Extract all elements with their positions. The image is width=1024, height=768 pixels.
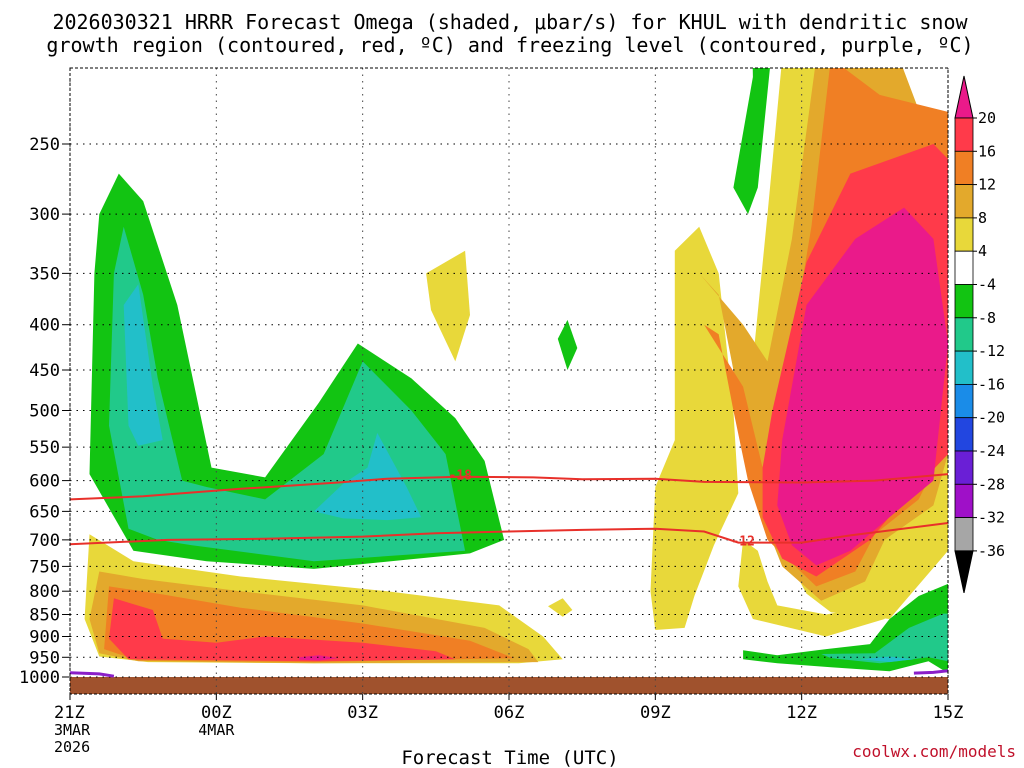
- y-tick-label-600: 600: [29, 472, 60, 492]
- credit-text: coolwx.com/models: [852, 742, 1016, 761]
- omega-region-7: [123, 284, 163, 446]
- omega-shaded-regions: [84, 68, 948, 674]
- x-tick-year-21Z: 2026: [54, 738, 90, 756]
- x-tick-label-06Z: 06Z: [494, 703, 525, 723]
- omega-region-18: [777, 207, 948, 566]
- colorbar-swatch-1: [954, 150, 974, 186]
- y-tick-label-750: 750: [29, 557, 60, 577]
- y-tick-label-250: 250: [29, 135, 60, 155]
- omega-region-22: [860, 656, 914, 663]
- y-tick-label-950: 950: [29, 648, 60, 668]
- colorbar-swatch-5: [954, 284, 974, 319]
- x-tick-date-21Z: 3MAR: [54, 721, 91, 739]
- omega-region-21: [821, 613, 948, 664]
- x-tick-label-03Z: 03Z: [347, 703, 378, 723]
- omega-region-19: [733, 68, 770, 215]
- colorbar-swatch-6: [954, 317, 974, 352]
- contour-lines: -18 -12: [70, 468, 948, 678]
- colorbar-label-11: -28: [978, 475, 1005, 493]
- colorbar-label-6: -8: [978, 309, 996, 327]
- colorbar-label-4: 4: [978, 242, 987, 260]
- colorbar-label-9: -20: [978, 409, 1005, 427]
- colorbar-swatch-3: [954, 217, 974, 252]
- y-tick-label-700: 700: [29, 531, 60, 551]
- colorbar-label-10: -24: [978, 442, 1005, 460]
- colorbar-label-13: -36: [978, 542, 1005, 560]
- x-tick-label-09Z: 09Z: [640, 703, 671, 723]
- colorbar-swatch-7: [954, 350, 974, 385]
- colorbar-label-2: 12: [978, 176, 996, 194]
- omega-region-9: [426, 250, 470, 362]
- colorbar-swatch-10: [954, 450, 974, 485]
- colorbar-swatch-8: [954, 383, 974, 419]
- y-tick-label-850: 850: [29, 606, 60, 626]
- y-axis-ticks: 2503003504004505005506006507007508008509…: [19, 135, 70, 688]
- contour-label-dgz-minus-12: -12: [731, 535, 754, 550]
- colorbar-label-12: -32: [978, 509, 1005, 527]
- omega-region-10: [557, 319, 578, 370]
- x-tick-label-00Z: 00Z: [201, 703, 232, 723]
- colorbar-label-5: -4: [978, 276, 996, 294]
- x-tick-label-15Z: 15Z: [933, 703, 964, 723]
- omega-region-4: [299, 655, 339, 661]
- colorbar-label-1: 16: [978, 142, 996, 160]
- colorbar-label-0: 20: [978, 109, 996, 127]
- y-tick-label-650: 650: [29, 502, 60, 522]
- omega-region-11: [548, 598, 573, 617]
- colorbar-label-7: -12: [978, 342, 1005, 360]
- chart-title-line1: 2026030321 HRRR Forecast Omega (shaded, …: [52, 10, 968, 34]
- colorbar-swatch-0: [954, 117, 974, 152]
- contour-freezing-level-right: [913, 669, 948, 675]
- y-tick-label-500: 500: [29, 402, 60, 422]
- colorbar-top-triangle: [954, 75, 974, 119]
- contour-dgz-minus-12: [70, 522, 948, 546]
- x-axis-label: Forecast Time (UTC): [401, 747, 618, 768]
- omega-colorbar: 20 16 12 8 4 -4 -8 -12 -16 -20 -24 -28 -32 -36: [954, 75, 1005, 594]
- y-tick-label-550: 550: [29, 438, 60, 458]
- y-tick-label-450: 450: [29, 361, 60, 381]
- x-tick-label-21Z: 21Z: [54, 703, 85, 723]
- colorbar-swatch-12: [954, 517, 974, 552]
- y-tick-label-350: 350: [29, 264, 60, 284]
- y-tick-label-1000: 1000: [19, 668, 60, 688]
- colorbar-swatch-4: [954, 250, 974, 285]
- omega-region-8: [313, 432, 422, 521]
- y-tick-label-300: 300: [29, 205, 60, 225]
- y-tick-label-400: 400: [29, 316, 60, 336]
- colorbar-label-8: -16: [978, 375, 1005, 393]
- colorbar-label-3: 8: [978, 209, 987, 227]
- omega-region-3: [109, 598, 456, 662]
- y-tick-label-900: 900: [29, 627, 60, 647]
- colorbar-swatch-9: [954, 417, 974, 452]
- contour-dgz-minus-18: [70, 473, 948, 501]
- colorbar-swatch-11: [954, 483, 974, 518]
- x-tick-label-12Z: 12Z: [786, 703, 817, 723]
- contour-freezing-level-left: [70, 671, 115, 678]
- colorbar-bottom-triangle: [954, 550, 974, 594]
- omega-region-12: [650, 226, 739, 630]
- x-tick-date-00Z: 4MAR: [198, 721, 235, 739]
- contour-label-dgz-minus-18: -18: [448, 468, 472, 483]
- chart-title-line2: growth region (contoured, red, ºC) and f…: [46, 33, 973, 57]
- plot-area: -18 -12: [69, 67, 949, 695]
- y-tick-label-800: 800: [29, 582, 60, 602]
- colorbar-swatch-2: [954, 184, 974, 219]
